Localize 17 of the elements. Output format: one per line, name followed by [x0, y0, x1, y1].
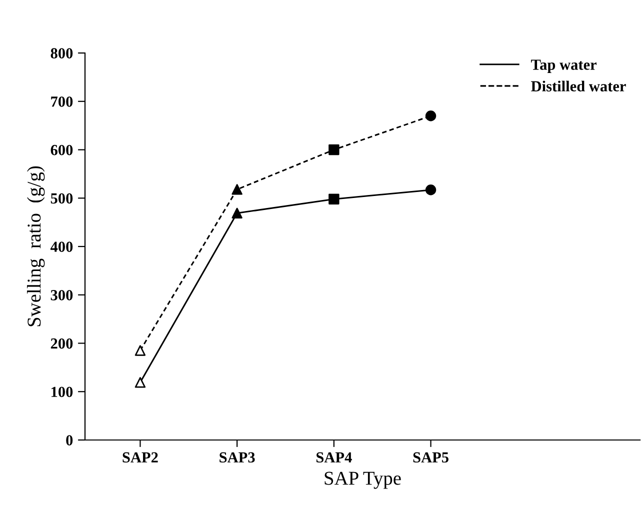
y-tick-label: 300 — [50, 290, 73, 300]
y-tick-label: 700 — [51, 96, 73, 107]
y-tick-label: 600 — [50, 144, 73, 156]
y-tick-label: 0 — [66, 435, 73, 446]
y-tick-label: 100 — [52, 386, 73, 398]
y-tick-label: 500 — [50, 193, 73, 204]
y-tick-label: 800 — [50, 48, 73, 58]
y-tick-label: 200 — [50, 338, 73, 349]
y-tick-label: 400 — [50, 242, 73, 252]
x-tick-label: SAP2 — [122, 452, 158, 463]
legend-label: Tap water — [531, 60, 597, 73]
x-tick-label: SAP3 — [220, 452, 255, 463]
x-axis-title: SAP Type — [324, 472, 401, 489]
legend-label: Distilled water — [531, 80, 626, 92]
y-axis-title: Swelling ratio (g/g) — [27, 166, 45, 326]
x-tick-label: SAP5 — [413, 452, 448, 463]
x-tick-label: SAP4 — [316, 452, 352, 463]
